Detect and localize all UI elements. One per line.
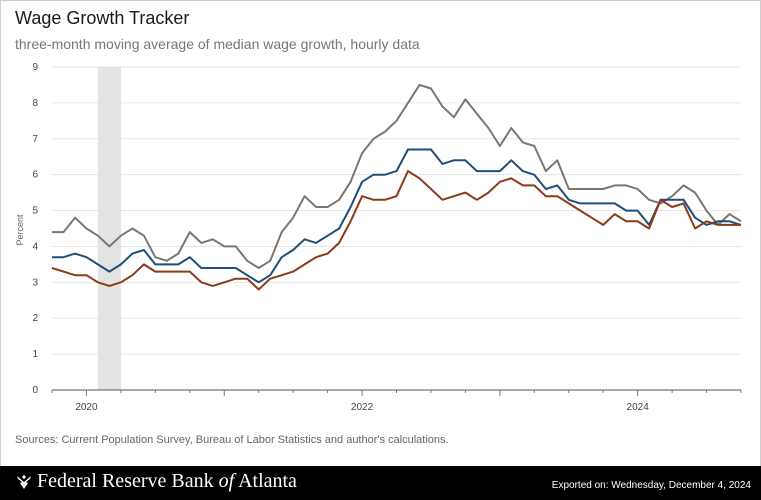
recession-band <box>97 67 121 390</box>
x-tick-label-2020: 2020 <box>75 402 98 413</box>
fed-atlanta-logo[interactable]: Federal Reserve Bank of Atlanta <box>37 470 297 493</box>
line-chart: 0 1 2 3 4 5 6 7 8 9 2020 2022 2024 Percent <box>15 62 742 413</box>
y-tick-label-3: 3 <box>32 277 38 288</box>
chart-subtitle: three-month moving average of median wag… <box>15 36 420 52</box>
x-tick-label-2024: 2024 <box>627 402 650 413</box>
x-tick-label-2022: 2022 <box>351 402 374 413</box>
y-tick-label-1: 1 <box>32 349 38 360</box>
y-tick-label-8: 8 <box>32 98 38 109</box>
y-tick-label-9: 9 <box>32 62 38 73</box>
series-line-brown <box>51 170 741 291</box>
axes: 0 1 2 3 4 5 6 7 8 9 2020 2022 2024 <box>32 62 742 413</box>
footer-bar: Federal Reserve Bank of Atlanta Exported… <box>0 466 761 500</box>
logo-text-pre: Federal Reserve Bank <box>37 470 219 492</box>
recession-band-layer <box>97 67 121 390</box>
export-timestamp: Exported on: Wednesday, December 4, 2024 <box>551 480 751 491</box>
y-tick-label-4: 4 <box>32 241 38 252</box>
source-note: Sources: Current Population Survey, Bure… <box>15 434 449 446</box>
y-tick-label-7: 7 <box>32 134 38 145</box>
y-tick-label-2: 2 <box>32 313 38 324</box>
chart-title: Wage Growth Tracker <box>15 8 190 28</box>
y-tick-label-0: 0 <box>32 385 38 396</box>
series-line-blue <box>52 148 742 284</box>
y-axis-label: Percent <box>15 214 25 246</box>
logo-text-post: Atlanta <box>234 470 297 492</box>
y-tick-label-5: 5 <box>32 206 38 217</box>
logo-text-of: of <box>218 470 235 492</box>
series-layer <box>51 83 742 291</box>
y-tick-label-6: 6 <box>32 170 38 181</box>
eagle-seal-icon <box>17 475 31 489</box>
series-line-gray <box>52 83 742 269</box>
